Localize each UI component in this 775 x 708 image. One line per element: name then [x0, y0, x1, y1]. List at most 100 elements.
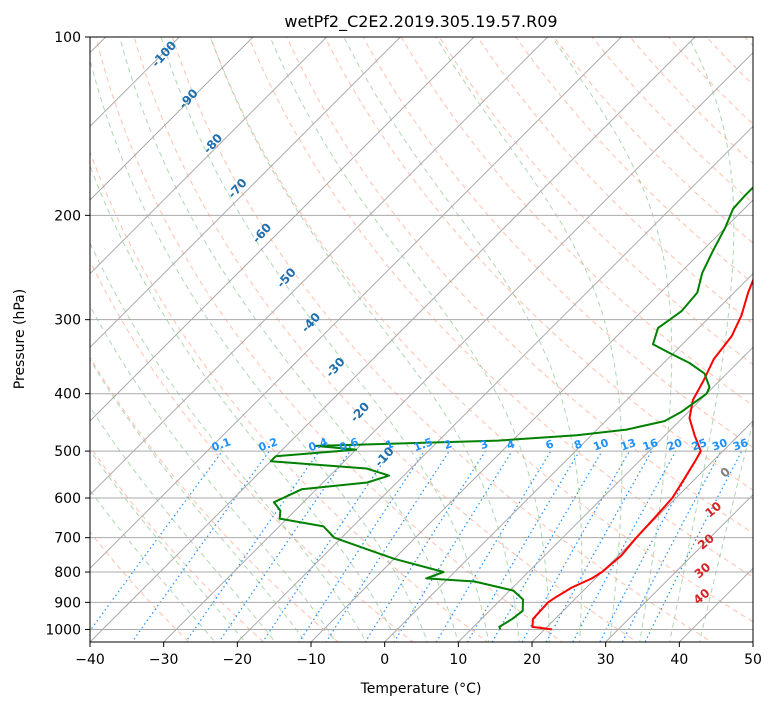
- isotherm-line: [604, 493, 753, 642]
- dry-adiabat-line: [90, 150, 489, 642]
- dry-adiabat-label: -100: [149, 38, 179, 70]
- dewpoint-line: [269, 186, 753, 630]
- mixing-ratio-label: 4: [505, 437, 517, 452]
- moist-adiabat-line: [90, 358, 306, 642]
- moist-adiabat-line: [90, 241, 367, 642]
- dry-adiabat-line: [95, 37, 564, 642]
- moist-adiabat-line: [90, 406, 276, 642]
- dry-adiabat-line: [248, 37, 753, 578]
- y-tick-label: 700: [54, 531, 81, 547]
- dry-adiabat-line: [90, 259, 414, 642]
- dry-adiabat-line: [286, 37, 753, 534]
- mixing-ratio-label: 25: [690, 436, 709, 453]
- dry-adiabat-line: [133, 37, 638, 642]
- y-axis-label: Pressure (hPa): [12, 289, 28, 389]
- y-tick-label: 900: [54, 595, 81, 611]
- dry-adiabat-line: [515, 37, 753, 284]
- x-tick-label: −20: [223, 652, 253, 668]
- skewed-isotherms: [90, 37, 753, 642]
- dry-adiabat-line: [324, 37, 753, 491]
- moist-adiabat-line: [90, 449, 246, 642]
- moist-adiabat-label: 40: [691, 586, 713, 607]
- plot-area: 0.1 0.2 0.4 0.6 1 1.5 2 3 4 6 8 10 13 16 20 25 30 36-100-…: [90, 37, 753, 642]
- y-axis: 100 200 300 400 500 600 700 800 900 1000: [45, 30, 90, 638]
- mixing-ratio-label: 6: [544, 437, 556, 452]
- moist-adiabat-line: [160, 37, 490, 642]
- isotherm-line: [90, 37, 254, 201]
- isotherm-line: [531, 420, 753, 642]
- dry-adiabat-line: [438, 37, 753, 366]
- x-tick-label: −30: [149, 652, 179, 668]
- y-tick-label: 800: [54, 565, 81, 581]
- dry-adiabat-label: -80: [200, 131, 225, 156]
- isotherm-line: [90, 37, 181, 128]
- isotherm-line: [457, 346, 753, 642]
- moist-adiabat-line: [90, 489, 216, 642]
- line-labels: 0.1 0.2 0.4 0.6 1 1.5 2 3 4 6 8 10 13 16 20 25 30 36-100-…: [149, 38, 751, 607]
- isobar-gridlines: [90, 37, 753, 630]
- moist-adiabat-line: [699, 418, 753, 642]
- x-tick-label: −40: [75, 652, 105, 668]
- mixing-ratio-label: 0.4: [307, 435, 330, 454]
- dry-adiabat-line: [553, 37, 753, 244]
- x-tick-label: 50: [744, 652, 762, 668]
- isotherm-line: [383, 272, 753, 642]
- isotherm-line: [90, 37, 549, 496]
- dry-adiabats: [90, 37, 753, 642]
- dry-adiabat-line: [744, 37, 753, 47]
- mixing-ratio-label: 13: [619, 436, 638, 453]
- moist-adiabat-label: 10: [702, 499, 724, 520]
- dry-adiabat-line: [90, 356, 340, 642]
- mixing-ratio-label: 1: [384, 437, 396, 452]
- mixing-ratio-line: [644, 450, 743, 642]
- mixing-ratio-label: 1.5: [412, 435, 435, 454]
- mixing-ratio-line: [185, 450, 320, 642]
- isotherm-line: [310, 199, 753, 642]
- dry-adiabat-label: -30: [323, 355, 348, 380]
- isotherm-line: [90, 37, 402, 349]
- mixing-ratio-label: 0.1: [210, 435, 233, 454]
- moist-adiabat-line: [669, 37, 735, 642]
- y-tick-label: 500: [54, 444, 81, 460]
- dry-adiabat-line: [400, 37, 753, 407]
- dry-adiabat-line: [591, 37, 753, 204]
- moist-adiabat-line: [90, 164, 398, 642]
- dry-adiabat-line: [362, 37, 753, 449]
- dry-adiabat-line: [171, 37, 713, 642]
- dry-adiabat-line: [667, 37, 753, 125]
- isotherm-line: [90, 37, 623, 570]
- dry-adiabat-line: [705, 37, 753, 86]
- mixing-ratio-label: 16: [641, 436, 660, 454]
- mixing-ratio-label: 10: [591, 436, 610, 454]
- y-tick-label: 300: [54, 313, 81, 329]
- isotherm-line: [90, 37, 328, 275]
- x-tick-label: 10: [449, 652, 467, 668]
- dry-adiabat-line: [90, 445, 265, 642]
- mixing-ratio-line: [621, 450, 722, 642]
- dry-adiabat-line: [209, 37, 753, 623]
- mixing-ratio-line: [466, 450, 580, 642]
- x-tick-label: 0: [380, 652, 389, 668]
- plot-frame: [89, 36, 754, 643]
- x-axis: −40 −30 −20 −10 0 10 20 30 40 50: [75, 642, 762, 668]
- moist-adiabat-label: 0: [718, 464, 733, 480]
- mixing-ratio-label: 0.6: [338, 435, 361, 454]
- moist-adiabat-label: 30: [692, 560, 714, 581]
- y-tick-label: 600: [54, 491, 81, 507]
- dry-adiabat-label: -60: [249, 220, 274, 245]
- dry-adiabat-label: -70: [225, 176, 250, 201]
- mixing-ratio-label: 2: [442, 437, 454, 452]
- dry-adiabat-line: [629, 37, 753, 165]
- temperature-line: [531, 277, 753, 631]
- mixing-ratio-line: [545, 450, 653, 642]
- mixing-ratio-line: [298, 450, 425, 642]
- isotherm-line: [752, 641, 753, 642]
- mixing-ratio-line: [131, 450, 270, 642]
- mixing-ratio-label: 20: [665, 436, 684, 454]
- y-tick-label: 100: [54, 30, 81, 46]
- chart-title: wetPf2_C2E2.2019.305.19.57.R09: [284, 12, 557, 32]
- x-tick-label: 30: [597, 652, 615, 668]
- mixing-ratio-label: 3: [478, 437, 490, 452]
- dry-adiabat-label: -40: [298, 310, 323, 335]
